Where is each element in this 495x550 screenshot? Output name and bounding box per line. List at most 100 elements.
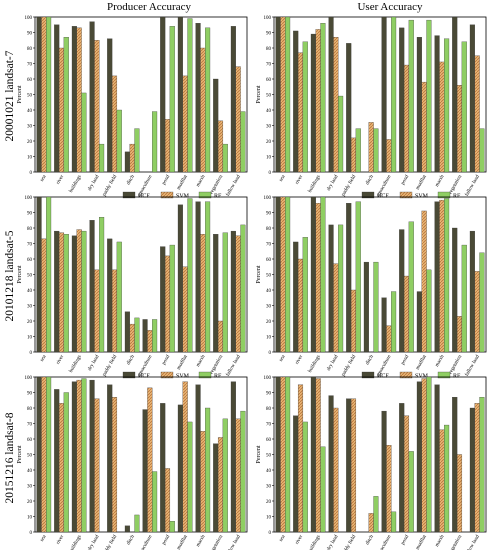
panel-2-1-bar-svm: [386, 445, 392, 533]
panel-2-0-xtick-label: buildings: [68, 534, 83, 550]
panel-1-1-xtick-label: river: [294, 354, 304, 366]
panel-0-1-xtick-label: fallow land: [463, 173, 481, 197]
panel-1-0-bar-svm: [147, 330, 153, 353]
panel-0-0-bar-svm: [235, 66, 241, 173]
panel-2-1-bar-rf: [408, 451, 414, 533]
panel-0-1-legend-swatch: [399, 191, 413, 199]
panel-1-0-xtick-label: paddy field: [100, 353, 118, 377]
panel-0-1-bar-svm: [474, 55, 480, 173]
panel-0-1-bar-svm: [439, 61, 445, 173]
panel-2-1-bar-svm: [350, 398, 357, 533]
panel-1-0-bar-hcf: [195, 201, 201, 353]
panel-1-1-bar-rf: [391, 291, 397, 353]
panel-2-0-bar-rf: [46, 376, 52, 533]
panel-1-1-ylabel: Percent: [256, 265, 262, 283]
panel-1-1-ytick-label: 70: [266, 243, 272, 248]
panel-2-1-bar-hcf: [293, 415, 299, 533]
panel-0-0-ytick-label: 90: [27, 32, 33, 37]
panel-2-1-bar-rf: [479, 396, 485, 533]
panel-2-1-bar-rf: [285, 376, 291, 533]
panel-0-0-bar-svm: [94, 40, 100, 173]
panel-1-1-xtick-label: pond: [400, 354, 411, 366]
panel-2-0-bar-hcf: [213, 443, 219, 533]
panel-0-0-legend-swatch: [122, 191, 136, 199]
panel-1-0-bar-rf: [187, 198, 193, 353]
panel-2-0-ytick-label: 50: [27, 454, 33, 459]
panel-0-0-bar-hcf: [160, 16, 166, 173]
panel-0-1-bar-rf: [355, 128, 361, 173]
panel-2-0-bar-svm: [200, 431, 206, 533]
panel-0-1-xtick-label: ditch: [365, 174, 376, 186]
panel-1-0-legend-label: HCF: [138, 374, 150, 380]
panel-1-0-ytick-label: 20: [27, 320, 33, 325]
panel-0-0-bar-hcf: [89, 21, 95, 173]
panel-2-1-bar-svm: [474, 403, 480, 533]
panel-1-1-xtick-label: ditch: [365, 354, 376, 366]
panel-0-0-bar-hcf: [107, 38, 113, 173]
panel-0-0-bar-svm: [111, 75, 118, 173]
panel-1-0-bar-rf: [240, 224, 246, 353]
panel-0-0-bar-hcf: [124, 151, 130, 173]
panel-1-1-legend-swatch: [361, 371, 375, 379]
panel-1-0-xtick-label: pond: [161, 354, 172, 366]
panel-2-0-xtick-label: river: [55, 534, 65, 546]
panel-2-0-bar-hcf: [142, 409, 148, 533]
panel-1-1-bar-rf: [461, 244, 467, 353]
panel-0-1-ytick-label: 30: [266, 125, 272, 130]
panel-2-0-bar-rf: [205, 407, 211, 533]
panel-0-0-bar-hcf: [71, 26, 77, 173]
panel-2-1-bar-svm: [368, 513, 374, 533]
panel-2-0-ytick-label: 70: [27, 423, 33, 428]
panel-2-0-ytick-label: 40: [27, 469, 33, 474]
panel-2-1-bar-hcf: [399, 403, 405, 533]
panel-0-0-bar-svm: [164, 119, 171, 173]
panel-0-0-bar-svm: [217, 120, 224, 173]
panel-1-0-bar-svm: [94, 269, 100, 353]
panel-0-0-ytick-label: 80: [27, 47, 33, 52]
panel-2-1-xtick-label: river: [294, 534, 304, 546]
panel-1-1-ytick-label: 90: [266, 212, 272, 217]
panel-0-1-ytick-label: 80: [266, 47, 272, 52]
panel-0-1-ytick-label: 0: [269, 171, 272, 176]
panel-0-1-ylabel: Percent: [256, 85, 262, 103]
panel-2-0-ytick-label: 30: [27, 485, 33, 490]
panel-0-0-ytick-label: 10: [27, 156, 33, 161]
panel-2-0-bar-svm: [235, 418, 241, 533]
panel-2-1-bar-svm: [439, 429, 445, 533]
panel-0-0-legend-swatch: [198, 191, 212, 199]
panel-1-0-bar-svm: [200, 234, 206, 353]
panel-0-1-bar-svm: [350, 137, 357, 173]
panel-1-1-xtick-label: buildings: [307, 354, 322, 374]
panel-2-0-xtick-label: mudflat: [175, 533, 189, 550]
panel-1-1-ytick-label: 60: [266, 258, 272, 263]
panel-0-1-bar-hcf: [346, 43, 352, 173]
panel-1-1-legend-label: RF: [453, 374, 461, 380]
panel-2-0-bar-rf: [187, 421, 193, 533]
panel-2-0-bar-hcf: [195, 384, 201, 533]
panel-2-1-ytick-label: 30: [266, 485, 272, 490]
panel-0-0-xtick-label: paddy field: [100, 173, 118, 197]
panel-1-0-bar-hcf: [124, 311, 130, 353]
panel-1-0-legend-label: RF: [214, 374, 222, 380]
panel-0-1-bar-svm: [368, 122, 374, 173]
panel-1-1-bar-rf: [373, 261, 379, 353]
panel-1-1-legend-label: SVM: [415, 374, 429, 380]
panel-0-0-bar-hcf: [177, 16, 183, 173]
panel-2-0-bar-hcf: [107, 384, 113, 533]
panel-0-0-legend-label: RF: [214, 194, 222, 200]
panel-2-0-bar-rf: [81, 378, 87, 533]
panel-0-1-bar-rf: [408, 19, 414, 173]
panel-2-0-bar-rf: [240, 410, 246, 533]
panel-0-0-bar-rf: [46, 16, 52, 173]
panel-1-1-bar-hcf: [293, 241, 299, 353]
panel-0-1-bar-hcf: [452, 16, 458, 173]
panel-1-0-xtick-label: sea: [39, 353, 48, 362]
panel-0-1-bar-hcf: [399, 27, 405, 173]
panel-1-1-bar-rf: [338, 224, 344, 353]
panel-2-1-xtick-label: dry land: [326, 534, 340, 550]
panel-2-1-ytick-label: 60: [266, 438, 272, 443]
panel-2-1-xtick-label: mudflat: [414, 533, 428, 550]
panel-1-1-ytick-label: 100: [264, 196, 272, 201]
panel-1-0-xtick-label: river: [55, 354, 65, 366]
